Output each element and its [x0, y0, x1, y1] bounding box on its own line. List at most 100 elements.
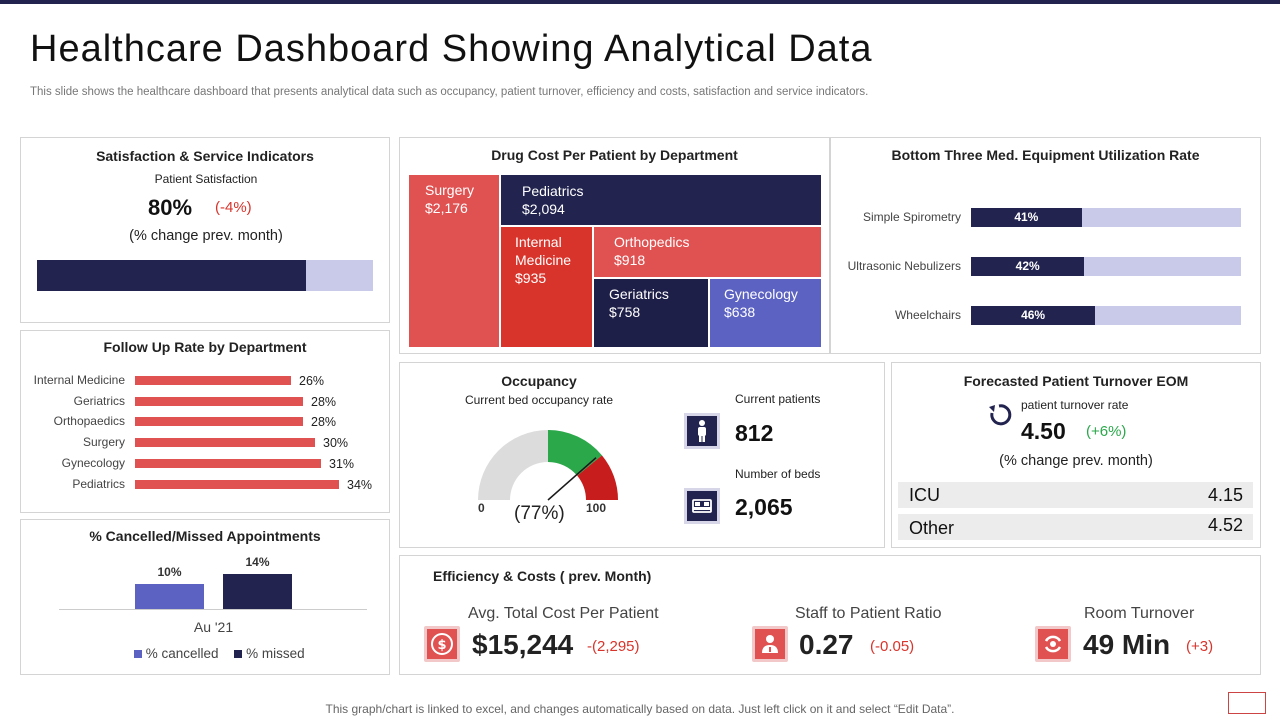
follow-up-value: 34% — [347, 477, 373, 492]
equipment-bar[interactable]: 46% — [971, 306, 1096, 325]
follow-up-label: Geriatrics — [73, 393, 125, 408]
treemap-value: $935 — [515, 270, 547, 286]
turnover-change: (+6%) — [1086, 423, 1127, 440]
turnover-note: (% change prev. month) — [999, 453, 1153, 469]
treemap-cell-gynecology[interactable]: Gynecology $638 — [710, 279, 821, 347]
current-patients-value: 812 — [735, 420, 774, 446]
metric-value: $15,244 — [472, 629, 574, 660]
follow-up-bar[interactable] — [135, 396, 303, 406]
satisfaction-title: Satisfaction & Service Indicators — [96, 148, 314, 164]
follow-up-label: Pediatrics — [72, 476, 125, 491]
legend-swatch-cancelled — [134, 650, 142, 658]
treemap-cell-internal-medicine[interactable]: Internal Medicine $935 — [501, 227, 592, 347]
follow-up-value: 30% — [323, 436, 349, 451]
cancelled-bar-label: 10% — [157, 565, 182, 579]
turnover-row-icu: ICU 4.15 — [898, 482, 1253, 508]
turnover-row-value: 4.52 — [1207, 515, 1243, 535]
cancelled-bar[interactable] — [135, 584, 204, 609]
missed-bar[interactable] — [223, 574, 292, 609]
equipment-bar[interactable]: 42% — [971, 257, 1085, 276]
follow-up-title: Follow Up Rate by Department — [103, 339, 307, 355]
turnover-row-other: Other 4.52 — [898, 514, 1253, 540]
follow-up-value: 28% — [311, 394, 337, 409]
turnover-row-name: ICU — [909, 485, 940, 505]
satisfaction-value: 80% — [148, 195, 193, 220]
cancelled-legend: % cancelled % missed — [134, 646, 305, 661]
legend-label-cancelled: % cancelled — [145, 646, 219, 661]
treemap-cell-pediatrics[interactable]: Pediatrics $2,094 — [501, 175, 821, 225]
follow-up-bar[interactable] — [135, 479, 339, 489]
cancelled-axis-line — [59, 609, 367, 610]
equipment-bar[interactable]: 41% — [971, 208, 1082, 227]
follow-up-bar[interactable] — [135, 417, 303, 427]
drug-cost-title: Drug Cost Per Patient by Department — [491, 147, 738, 163]
treemap-label: Geriatrics — [609, 286, 669, 302]
treemap-label: Internal — [515, 234, 562, 250]
metric-label: Room Turnover — [1084, 605, 1195, 622]
follow-up-value: 28% — [311, 415, 337, 430]
metric-change: (+3) — [1186, 638, 1214, 655]
occupancy-gauge — [478, 430, 618, 501]
missed-bar-label: 14% — [245, 555, 270, 569]
turnover-value: 4.50 — [1021, 418, 1066, 444]
equipment-label: Ultrasonic Nebulizers — [847, 259, 961, 273]
footer-note: This graph/chart is linked to excel, and… — [325, 702, 955, 716]
follow-up-label: Gynecology — [61, 455, 125, 470]
satisfaction-panel: Satisfaction & Service Indicators Patien… — [20, 137, 390, 323]
dollar-icon: $ — [424, 626, 460, 662]
bed-icon — [684, 488, 720, 524]
treemap-cell-orthopedics[interactable]: Orthopedics $918 — [594, 227, 821, 277]
beds-label: Number of beds — [735, 467, 821, 481]
treemap-cell-geriatrics[interactable]: Geriatrics $758 — [594, 279, 708, 347]
metric-label: Staff to Patient Ratio — [795, 605, 942, 622]
efficiency-title: Efficiency & Costs ( prev. Month) — [433, 568, 652, 584]
metric-label: Avg. Total Cost Per Patient — [468, 605, 659, 622]
legend-label-missed: % missed — [246, 646, 305, 661]
corner-marker — [1228, 692, 1266, 714]
turnover-title: Forecasted Patient Turnover EOM — [963, 373, 1189, 389]
treemap-value: $638 — [724, 304, 756, 320]
satisfaction-progress-track — [37, 260, 373, 291]
current-patients-label: Current patients — [735, 392, 821, 406]
equipment-label: Wheelchairs — [894, 308, 961, 322]
follow-up-bar[interactable] — [135, 438, 315, 448]
treemap-label: Medicine — [515, 252, 572, 268]
follow-up-label: Internal Medicine — [33, 373, 125, 387]
satisfaction-subtitle: Patient Satisfaction — [154, 172, 258, 186]
treemap-label: Gynecology — [724, 286, 798, 302]
cancelled-panel: % Cancelled/Missed Appointments 10% 14% … — [20, 519, 390, 675]
treemap-cell-surgery[interactable]: Surgery $2,176 — [409, 175, 499, 347]
turnover-label: patient turnover rate — [1021, 398, 1129, 412]
treemap-label: Orthopedics — [614, 234, 690, 250]
follow-up-value: 31% — [329, 456, 355, 471]
page-subtitle: This slide shows the healthcare dashboar… — [30, 86, 869, 98]
follow-up-label: Orthopaedics — [53, 414, 125, 429]
drug-cost-panel: Drug Cost Per Patient by Department Surg… — [399, 137, 830, 354]
svg-text:$: $ — [437, 638, 446, 653]
metric-change: -(2,295) — [587, 638, 640, 655]
gauge-max-label: 100 — [586, 501, 607, 515]
gauge-value-label: (77%) — [514, 503, 565, 524]
metric-value: 0.27 — [799, 629, 854, 660]
turnover-row-value: 4.15 — [1207, 485, 1243, 505]
turnover-panel: Forecasted Patient Turnover EOM patient … — [891, 362, 1261, 548]
follow-up-value: 26% — [299, 374, 325, 388]
cancelled-title: % Cancelled/Missed Appointments — [89, 528, 321, 544]
satisfaction-change: (-4%) — [215, 199, 252, 216]
satisfaction-note: (% change prev. month) — [129, 228, 283, 244]
follow-up-bar[interactable] — [135, 458, 321, 468]
equipment-label: Simple Spirometry — [862, 210, 961, 224]
equipment-panel: Bottom Three Med. Equipment Utilization … — [830, 137, 1261, 354]
treemap-value: $758 — [609, 304, 641, 320]
beds-value: 2,065 — [735, 494, 793, 520]
treemap-label: Surgery — [425, 182, 475, 198]
follow-up-bar[interactable] — [135, 376, 291, 385]
turnover-icon — [1035, 626, 1071, 662]
gauge-red-segment — [577, 455, 618, 500]
metric-change: (-0.05) — [870, 638, 915, 655]
metric-value: 49 Min — [1083, 629, 1171, 660]
follow-up-panel: Follow Up Rate by Department Internal Me… — [20, 330, 390, 513]
efficiency-panel: Efficiency & Costs ( prev. Month) Avg. T… — [399, 555, 1261, 675]
treemap-value: $2,094 — [522, 201, 565, 217]
satisfaction-progress-fill — [37, 260, 306, 291]
